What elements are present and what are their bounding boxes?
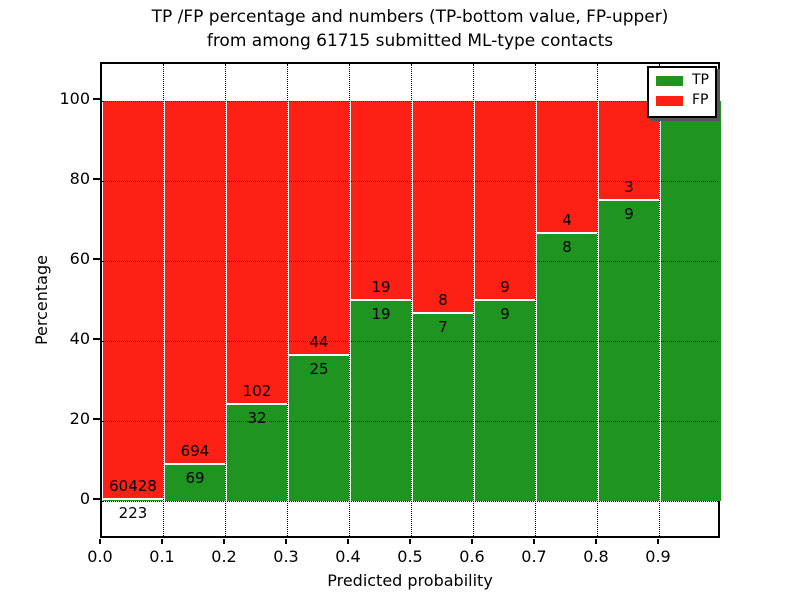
chart-title-line2: from among 61715 submitted ML-type conta…	[206, 31, 614, 51]
tp-count-label: 19	[371, 305, 391, 323]
x-tick-label: 0.1	[149, 547, 175, 566]
tp-count-label: 9	[500, 305, 510, 323]
bar-segment-tp	[289, 356, 349, 501]
x-tick	[471, 539, 473, 544]
x-tick-label: 0.6	[459, 547, 485, 566]
y-tick	[93, 258, 100, 260]
bar-segment-tp	[103, 500, 163, 501]
y-tick-label: 60	[69, 249, 90, 268]
fp-count-label: 9	[500, 278, 510, 296]
fp-count-label: 19	[371, 278, 391, 296]
chart-title: TP /FP percentage and numbers (TP-bottom…	[100, 5, 720, 53]
x-tick-label: 0.4	[335, 547, 361, 566]
bar-segment-tp	[475, 301, 535, 501]
tp-count-label: 7	[438, 318, 448, 336]
tp-count-label: 32	[247, 409, 267, 427]
x-axis-label: Predicted probability	[327, 571, 493, 590]
bar-segment-fp	[475, 101, 535, 301]
legend-row: FP	[649, 93, 715, 108]
legend-label: TP	[692, 72, 709, 88]
y-tick-label: 0	[79, 489, 90, 508]
bar-segment-fp	[165, 101, 225, 465]
x-tick-label: 0.0	[87, 547, 113, 566]
x-tick	[347, 539, 349, 544]
x-tick	[595, 539, 597, 544]
x-tick	[223, 539, 225, 544]
y-tick	[93, 178, 100, 180]
vertical-gridline	[287, 64, 288, 536]
vertical-gridline	[473, 64, 474, 536]
tp-count-label: 69	[185, 469, 205, 487]
legend-swatch-fp-icon	[656, 95, 683, 106]
legend: TP FP	[647, 66, 717, 118]
y-tick	[93, 418, 100, 420]
plot-area: 60428223694691023244251919879948393	[100, 62, 721, 538]
legend-swatch-tp-icon	[656, 75, 683, 86]
bar-segment-fp	[413, 101, 473, 314]
tp-count-label: 25	[309, 360, 329, 378]
fp-count-label: 44	[309, 333, 329, 351]
horizontal-gridline	[102, 501, 718, 502]
legend-label: FP	[692, 92, 709, 108]
fp-count-label: 102	[242, 382, 272, 400]
vertical-gridline	[225, 64, 226, 536]
bar-segment-fp	[103, 101, 163, 500]
x-tick-label: 0.5	[397, 547, 423, 566]
bar-segment-fp	[227, 101, 287, 405]
bar-segment-tp	[413, 314, 473, 501]
vertical-gridline	[349, 64, 350, 536]
x-tick	[285, 539, 287, 544]
x-tick-label: 0.9	[645, 547, 671, 566]
x-tick	[533, 539, 535, 544]
x-tick-label: 0.7	[521, 547, 547, 566]
bar-segment-tp	[351, 301, 411, 501]
x-tick	[161, 539, 163, 544]
y-tick	[93, 98, 100, 100]
vertical-gridline	[659, 64, 660, 536]
y-tick-label: 20	[69, 409, 90, 428]
horizontal-gridline	[102, 421, 718, 422]
bar-segment-tp	[165, 465, 225, 501]
horizontal-gridline	[102, 101, 718, 102]
bar-segment-tp	[537, 234, 597, 501]
fp-count-label: 694	[180, 442, 210, 460]
x-tick-label: 0.2	[211, 547, 237, 566]
y-tick-label: 100	[59, 89, 90, 108]
y-tick	[93, 498, 100, 500]
tp-count-label: 223	[118, 504, 148, 522]
bar-segment-fp	[351, 101, 411, 301]
fp-count-label: 3	[624, 178, 634, 196]
x-tick	[409, 539, 411, 544]
legend-row: TP	[649, 73, 715, 88]
tp-count-label: 8	[562, 238, 572, 256]
fp-count-label: 8	[438, 291, 448, 309]
y-tick-label: 40	[69, 329, 90, 348]
tp-count-label: 9	[624, 205, 634, 223]
vertical-gridline	[411, 64, 412, 536]
x-tick	[99, 539, 101, 544]
bar-segment-fp	[537, 101, 597, 234]
bar-segment-tp	[661, 101, 721, 501]
vertical-gridline	[163, 64, 164, 536]
y-axis-label: Percentage	[32, 255, 51, 346]
y-tick-label: 80	[69, 169, 90, 188]
vertical-gridline	[535, 64, 536, 536]
x-tick-label: 0.8	[583, 547, 609, 566]
bar-segment-tp	[599, 201, 659, 501]
fp-count-label: 4	[562, 211, 572, 229]
chart-title-line1: TP /FP percentage and numbers (TP-bottom…	[151, 7, 669, 27]
vertical-gridline	[597, 64, 598, 536]
bar-segment-fp	[289, 101, 349, 356]
horizontal-gridline	[102, 341, 718, 342]
x-tick-label: 0.3	[273, 547, 299, 566]
horizontal-gridline	[102, 181, 718, 182]
y-tick	[93, 338, 100, 340]
horizontal-gridline	[102, 261, 718, 262]
fp-count-label: 60428	[109, 477, 157, 495]
x-tick	[657, 539, 659, 544]
